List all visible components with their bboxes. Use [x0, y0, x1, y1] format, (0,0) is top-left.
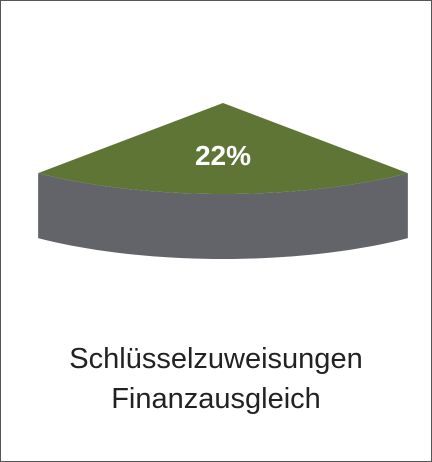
slice-top [38, 103, 408, 194]
category-label: Schlüsselzuweisungen Finanzausgleich [69, 343, 363, 415]
slice-side [38, 173, 408, 259]
data-label: 22% [195, 140, 251, 171]
pie-chart: 22% [38, 103, 408, 259]
